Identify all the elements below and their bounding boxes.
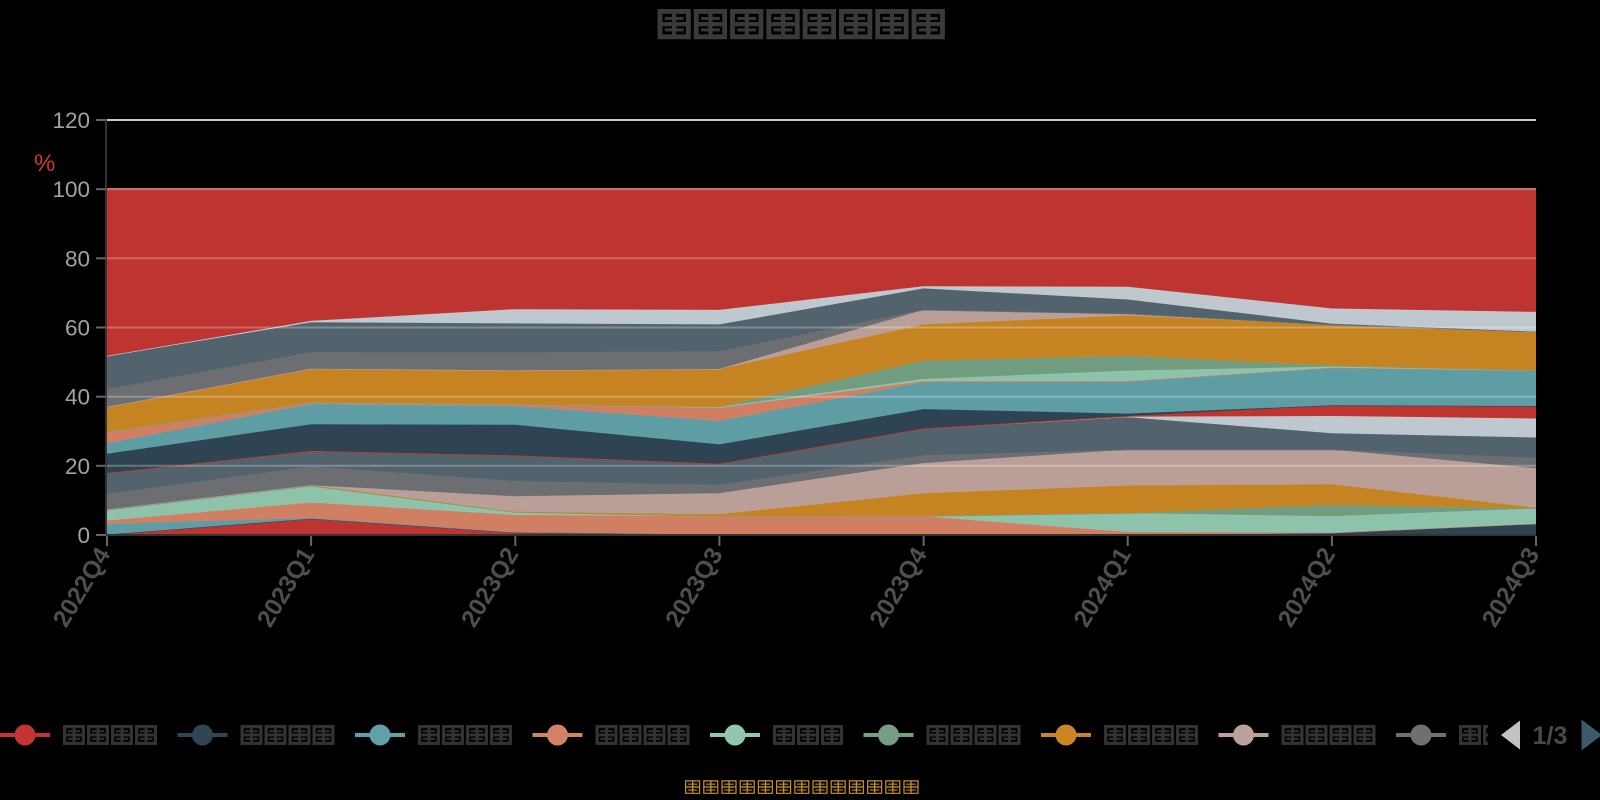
svg-text:80: 80 [65,246,90,271]
svg-text:40: 40 [65,385,90,410]
svg-text:100: 100 [52,177,90,202]
svg-text:120: 120 [52,108,90,133]
svg-text:20: 20 [65,454,90,479]
svg-text:0: 0 [77,523,90,548]
svg-text:60: 60 [65,316,90,341]
svg-text:1/3: 1/3 [1533,722,1568,750]
svg-text:%: % [34,150,55,177]
